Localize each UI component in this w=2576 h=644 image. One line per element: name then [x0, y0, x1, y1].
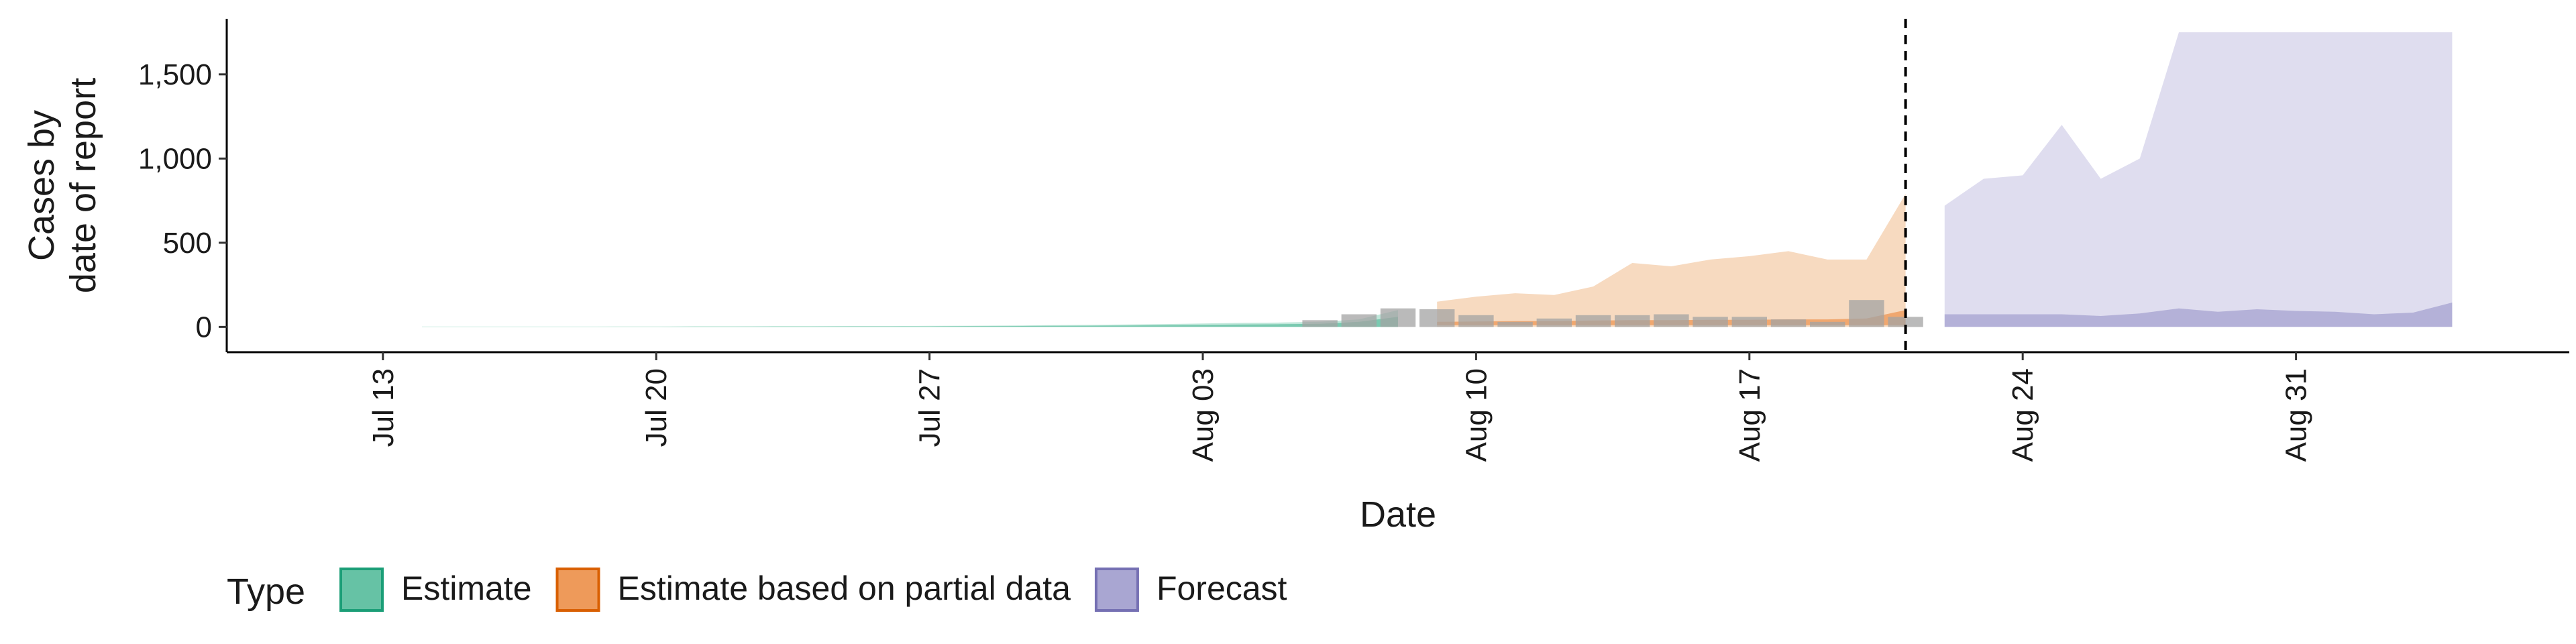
reported-cases-bar	[1849, 300, 1884, 327]
x-tick-label: Jul 13	[367, 368, 400, 447]
legend: Type Estimate Estimate based on partial da…	[227, 568, 1287, 612]
legend-key-estimate-based-on-partial-data	[555, 568, 600, 612]
x-tick-label: Aug 31	[2280, 368, 2313, 462]
forecast-inner-band	[1944, 303, 2453, 327]
legend-label-estimate-based-on-partial-data: Estimate based on partial data	[618, 570, 1071, 607]
reported-cases-bar	[1341, 314, 1377, 327]
reported-cases-bar	[1302, 320, 1338, 327]
y-axis-title: Cases bydate of report	[21, 78, 103, 293]
reported-cases-bar	[1810, 321, 1845, 327]
reported-cases-bar	[1615, 315, 1650, 327]
legend-label-estimate: Estimate	[401, 570, 532, 607]
x-tick-label: Aug 24	[2006, 368, 2039, 462]
reported-cases-bar	[1693, 317, 1728, 327]
reported-cases-bar	[1575, 315, 1611, 327]
y-tick-label: 500	[163, 227, 212, 260]
reported-cases-bar	[1458, 315, 1494, 327]
x-axis-title: Date	[1360, 494, 1436, 535]
legend-key-forecast	[1094, 568, 1139, 612]
x-tick-label: Jul 27	[914, 368, 947, 447]
x-tick-label: Jul 20	[640, 368, 673, 447]
reported-cases-bar	[1419, 309, 1455, 327]
reported-cases-bar	[1380, 308, 1416, 327]
y-tick-label: 0	[196, 311, 212, 343]
estimate-based-on-partial-data-outer-band	[1437, 194, 1906, 327]
forecast-outer-band	[1944, 32, 2453, 327]
x-tick-label: Aug 03	[1187, 368, 1220, 462]
reported-cases-layer	[1302, 300, 1923, 327]
legend-label-forecast: Forecast	[1157, 570, 1287, 607]
legend-key-estimate	[339, 568, 384, 612]
y-tick-label: 1,500	[138, 58, 212, 91]
estimate-inner-band	[422, 317, 1398, 327]
reported-cases-bar	[1654, 314, 1689, 327]
x-tick-label: Aug 10	[1460, 368, 1493, 462]
axes-layer: 0 500 1,000 1,500 Jul 13 Jul 20 Jul 27 Aug 03 Au…	[21, 19, 2569, 535]
reported-cases-bar	[1497, 321, 1533, 327]
y-tick-label: 1,000	[138, 142, 212, 175]
reported-cases-bar	[1770, 319, 1807, 327]
reported-cases-bar	[1536, 318, 1572, 327]
reported-cases-bar	[1731, 317, 1767, 327]
x-tick-label: Aug 17	[1733, 368, 1766, 462]
y-axis-title-line: Cases by	[21, 110, 62, 261]
reported-cases-bar	[1888, 317, 1923, 327]
y-axis-title-line: date of report	[63, 78, 103, 293]
legend-title: Type	[227, 572, 305, 612]
